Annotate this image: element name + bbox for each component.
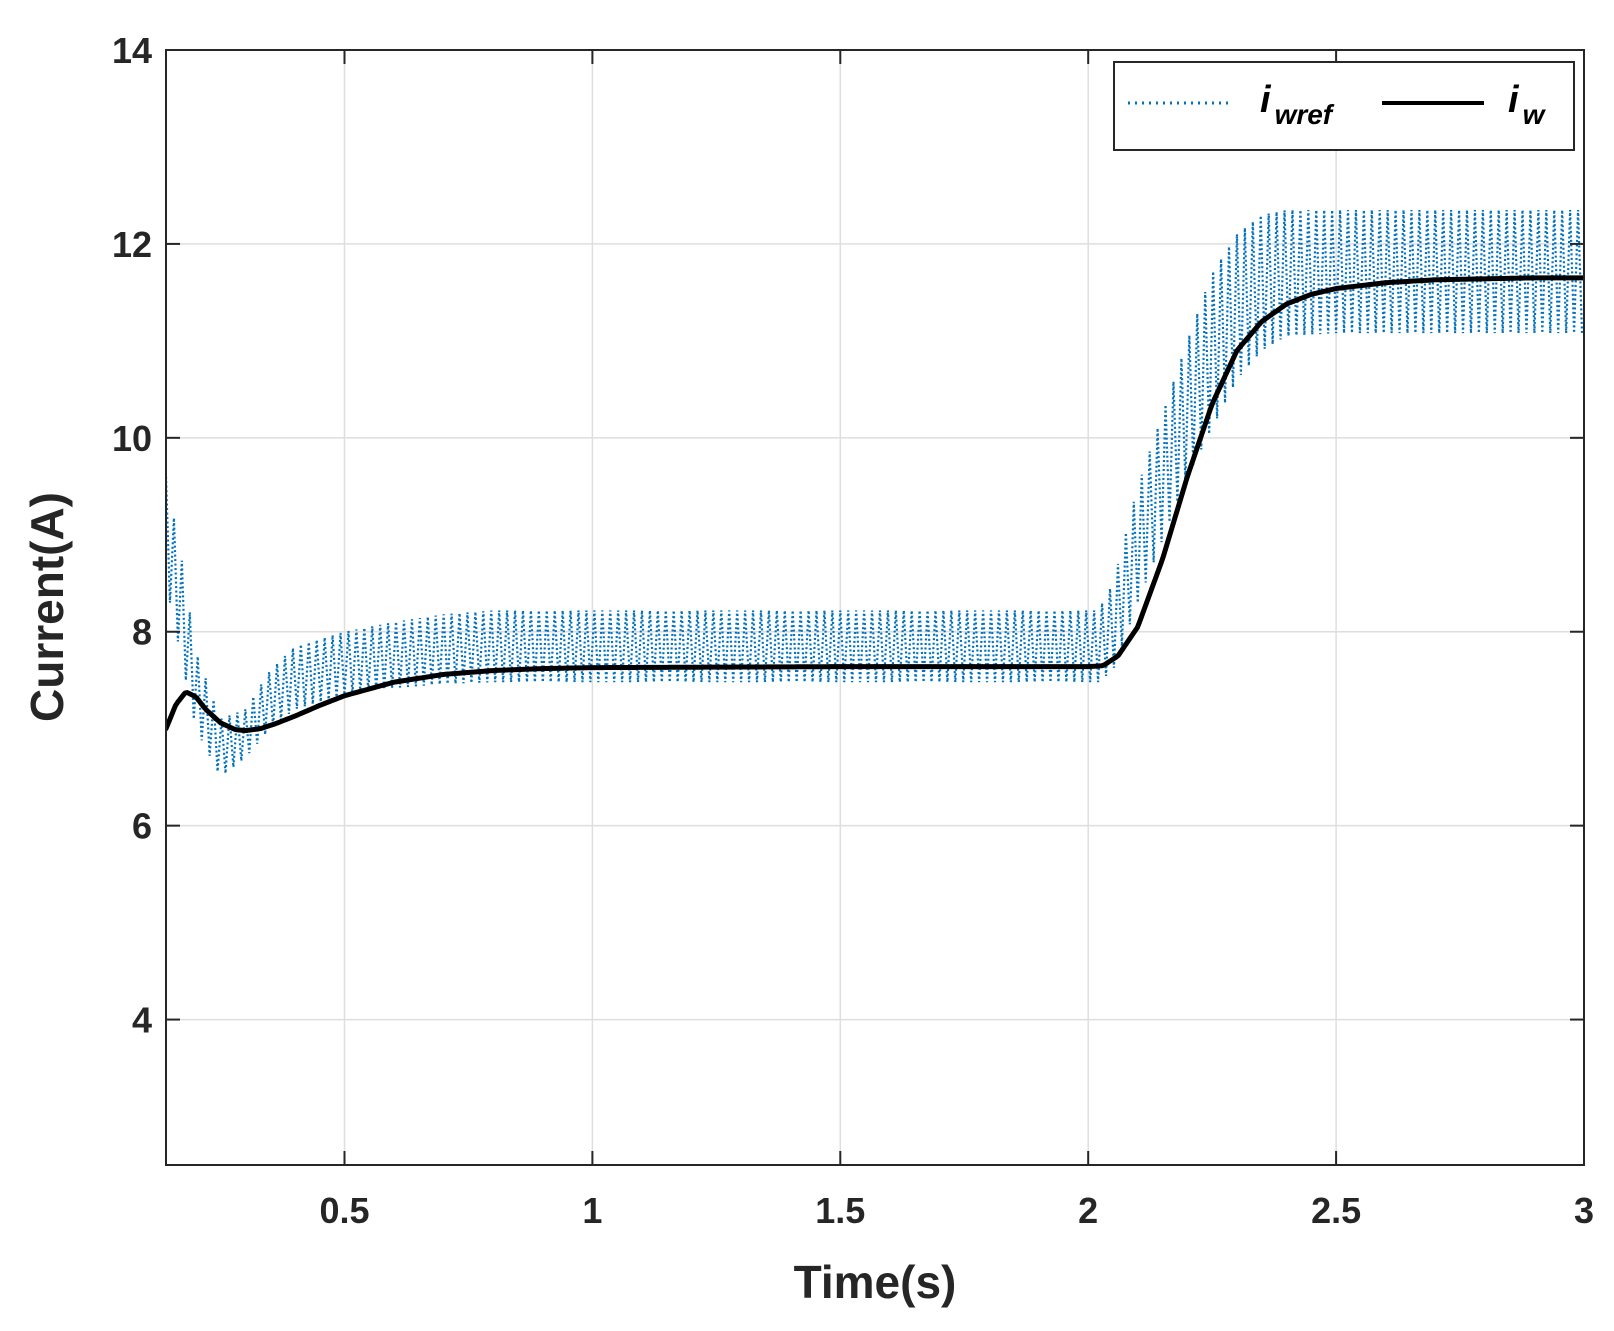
x-tick-label: 3 xyxy=(1574,1190,1594,1231)
x-tick-label: 1.5 xyxy=(815,1190,865,1231)
x-tick-label: 1 xyxy=(582,1190,602,1231)
y-tick-label: 14 xyxy=(112,30,152,71)
y-tick-label: 10 xyxy=(112,418,152,459)
series-wref-line xyxy=(166,209,1584,774)
y-tick-label: 4 xyxy=(132,1000,152,1041)
legend-label-w-sub: w xyxy=(1523,99,1547,130)
x-tick-label: 2.5 xyxy=(1311,1190,1361,1231)
legend-label-wref-sub: wref xyxy=(1275,99,1335,130)
tick-labels: 0.5 1 1.5 2 2.5 3 4 6 8 10 12 14 xyxy=(112,30,1594,1231)
ticks xyxy=(166,49,1585,1165)
x-axis-title: Time(s) xyxy=(794,1256,957,1308)
y-tick-label: 6 xyxy=(132,806,152,847)
y-tick-label: 8 xyxy=(132,612,152,653)
grid xyxy=(166,49,1585,1165)
legend-label-wref: i wref xyxy=(1260,79,1335,130)
series-layer xyxy=(166,209,1584,774)
legend-label-wref-main: i xyxy=(1260,79,1272,121)
x-tick-label: 2 xyxy=(1078,1190,1098,1231)
legend-box xyxy=(1113,61,1575,151)
x-tick-label: 0.5 xyxy=(319,1190,369,1231)
plot-frame xyxy=(165,49,1585,1166)
y-tick-label: 12 xyxy=(112,224,152,265)
y-axis-title: Current(A) xyxy=(21,492,73,722)
legend-label-w-main: i xyxy=(1508,79,1520,121)
series-w-line xyxy=(166,275,1584,733)
